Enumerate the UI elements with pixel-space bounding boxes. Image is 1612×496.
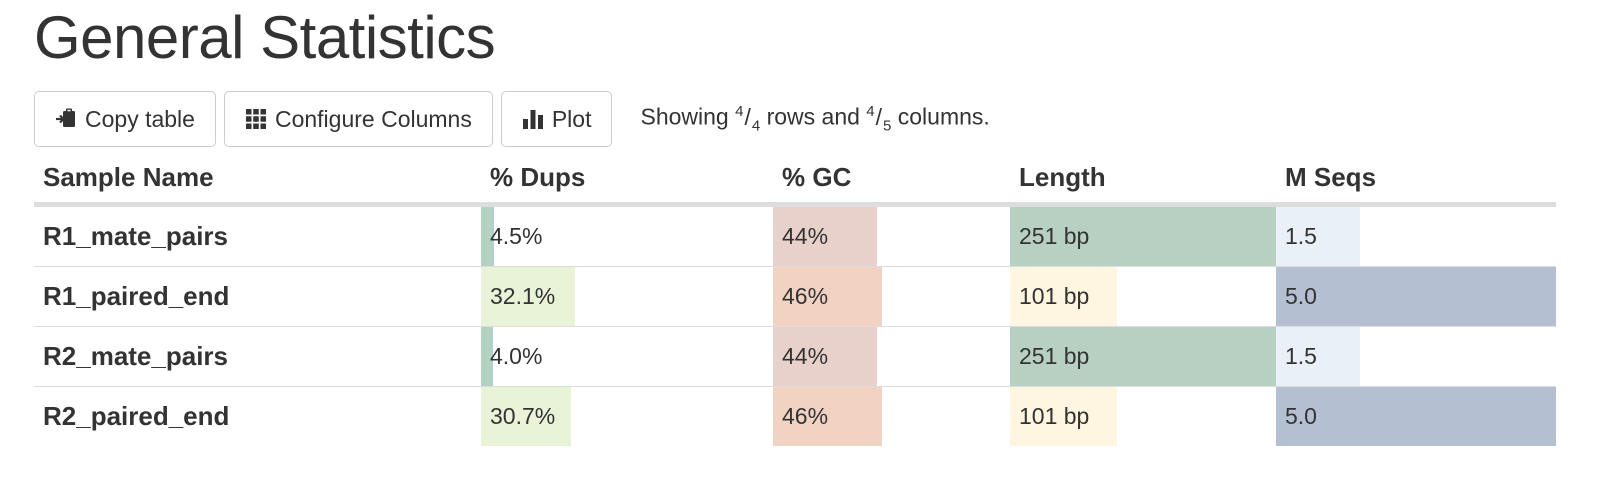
mseqs-value: 1.5 xyxy=(1285,343,1317,369)
table-row: R2_paired_end 30.7% 46% 101 bp 5.0 xyxy=(34,386,1556,446)
mseqs-value: 1.5 xyxy=(1285,223,1317,249)
mseqs-bar xyxy=(1276,207,1360,266)
dups-cell: 30.7% xyxy=(481,386,773,446)
sample-name-cell: R2_mate_pairs xyxy=(34,326,481,387)
length-bar xyxy=(1010,327,1276,386)
mseqs-bar xyxy=(1276,267,1556,326)
grid-icon xyxy=(245,108,267,130)
dups-bar xyxy=(481,207,495,266)
rows-total: 4 xyxy=(751,117,761,135)
gc-value: 44% xyxy=(782,343,829,369)
table-row: R1_paired_end 32.1% 46% 101 bp 5.0 xyxy=(34,266,1556,327)
gc-cell: 46% xyxy=(773,386,1010,446)
length-cell: 101 bp xyxy=(1010,386,1276,446)
header-mseqs[interactable]: M Seqs xyxy=(1276,152,1556,207)
gc-bar xyxy=(773,207,878,266)
gc-value: 46% xyxy=(782,283,829,309)
page-title: General Statistics xyxy=(34,4,496,71)
dups-value: 4.0% xyxy=(490,343,543,369)
table-toolbar: Copy table Configure Columns xyxy=(34,90,990,148)
mseqs-cell: 1.5 xyxy=(1276,326,1556,387)
dups-value: 32.1% xyxy=(490,283,556,309)
header-length[interactable]: Length xyxy=(1010,152,1276,207)
dups-bar xyxy=(481,267,575,326)
mseqs-value: 5.0 xyxy=(1285,403,1317,429)
dups-cell: 4.5% xyxy=(481,205,773,267)
length-value: 251 bp xyxy=(1019,223,1090,249)
mseqs-cell: 1.5 xyxy=(1276,205,1556,267)
copy-table-label: Copy table xyxy=(85,105,195,132)
length-value: 101 bp xyxy=(1019,283,1090,309)
gc-bar xyxy=(773,387,883,446)
plot-button[interactable]: Plot xyxy=(500,91,613,147)
length-bar xyxy=(1010,387,1117,446)
clipboard-icon xyxy=(55,107,77,131)
gc-value: 44% xyxy=(782,223,829,249)
configure-columns-label: Configure Columns xyxy=(274,105,472,132)
configure-columns-button[interactable]: Configure Columns xyxy=(223,91,493,147)
length-cell: 251 bp xyxy=(1010,326,1276,387)
mseqs-cell: 5.0 xyxy=(1276,386,1556,446)
gc-value: 46% xyxy=(782,403,829,429)
length-value: 101 bp xyxy=(1019,403,1090,429)
mseqs-bar xyxy=(1276,327,1360,386)
header-dups[interactable]: % Dups xyxy=(481,152,773,207)
sample-name-cell: R1_mate_pairs xyxy=(43,221,228,251)
gc-bar xyxy=(773,327,878,386)
dups-cell: 4.0% xyxy=(481,326,773,387)
header-sample-name[interactable]: Sample Name xyxy=(34,152,481,207)
cols-total: 5 xyxy=(883,117,892,135)
mseqs-value: 5.0 xyxy=(1285,283,1317,309)
dups-value: 4.5% xyxy=(490,223,543,249)
sample-name-cell: R2_paired_end xyxy=(34,386,481,446)
length-bar xyxy=(1010,267,1117,326)
table-row: R1_mate_pairs 4.5% 44% 251 bp 1.5 xyxy=(34,205,1556,267)
cols-shown: 4 xyxy=(866,103,875,121)
plot-label: Plot xyxy=(551,105,592,132)
dups-bar xyxy=(481,387,571,446)
gc-cell: 46% xyxy=(773,266,1010,327)
mseqs-cell: 5.0 xyxy=(1276,266,1556,327)
sample-name-cell: R1_paired_end xyxy=(34,266,481,327)
table-row: R2_mate_pairs 4.0% 44% 251 bp 1.5 xyxy=(34,326,1556,387)
gc-cell: 44% xyxy=(773,205,1010,267)
length-bar xyxy=(1010,207,1276,266)
length-value: 251 bp xyxy=(1019,343,1090,369)
gc-bar xyxy=(773,267,883,326)
length-cell: 251 bp xyxy=(1010,205,1276,267)
rows-shown: 4 xyxy=(735,103,744,121)
table-status-text: Showing 4/4 rows and 4/5 columns. xyxy=(640,103,990,135)
dups-bar xyxy=(481,327,493,386)
length-cell: 101 bp xyxy=(1010,266,1276,327)
dups-cell: 32.1% xyxy=(481,266,773,327)
table-header-row: Sample Name % Dups % GC Length M Seqs xyxy=(34,152,1556,207)
header-gc[interactable]: % GC xyxy=(773,152,1010,207)
general-stats-table: Sample Name % Dups % GC Length M Seqs R1… xyxy=(34,152,1556,446)
bar-chart-icon xyxy=(522,108,544,130)
mseqs-bar xyxy=(1276,387,1556,446)
gc-cell: 44% xyxy=(773,326,1010,387)
dups-value: 30.7% xyxy=(490,403,556,429)
copy-table-button[interactable]: Copy table xyxy=(34,91,216,147)
